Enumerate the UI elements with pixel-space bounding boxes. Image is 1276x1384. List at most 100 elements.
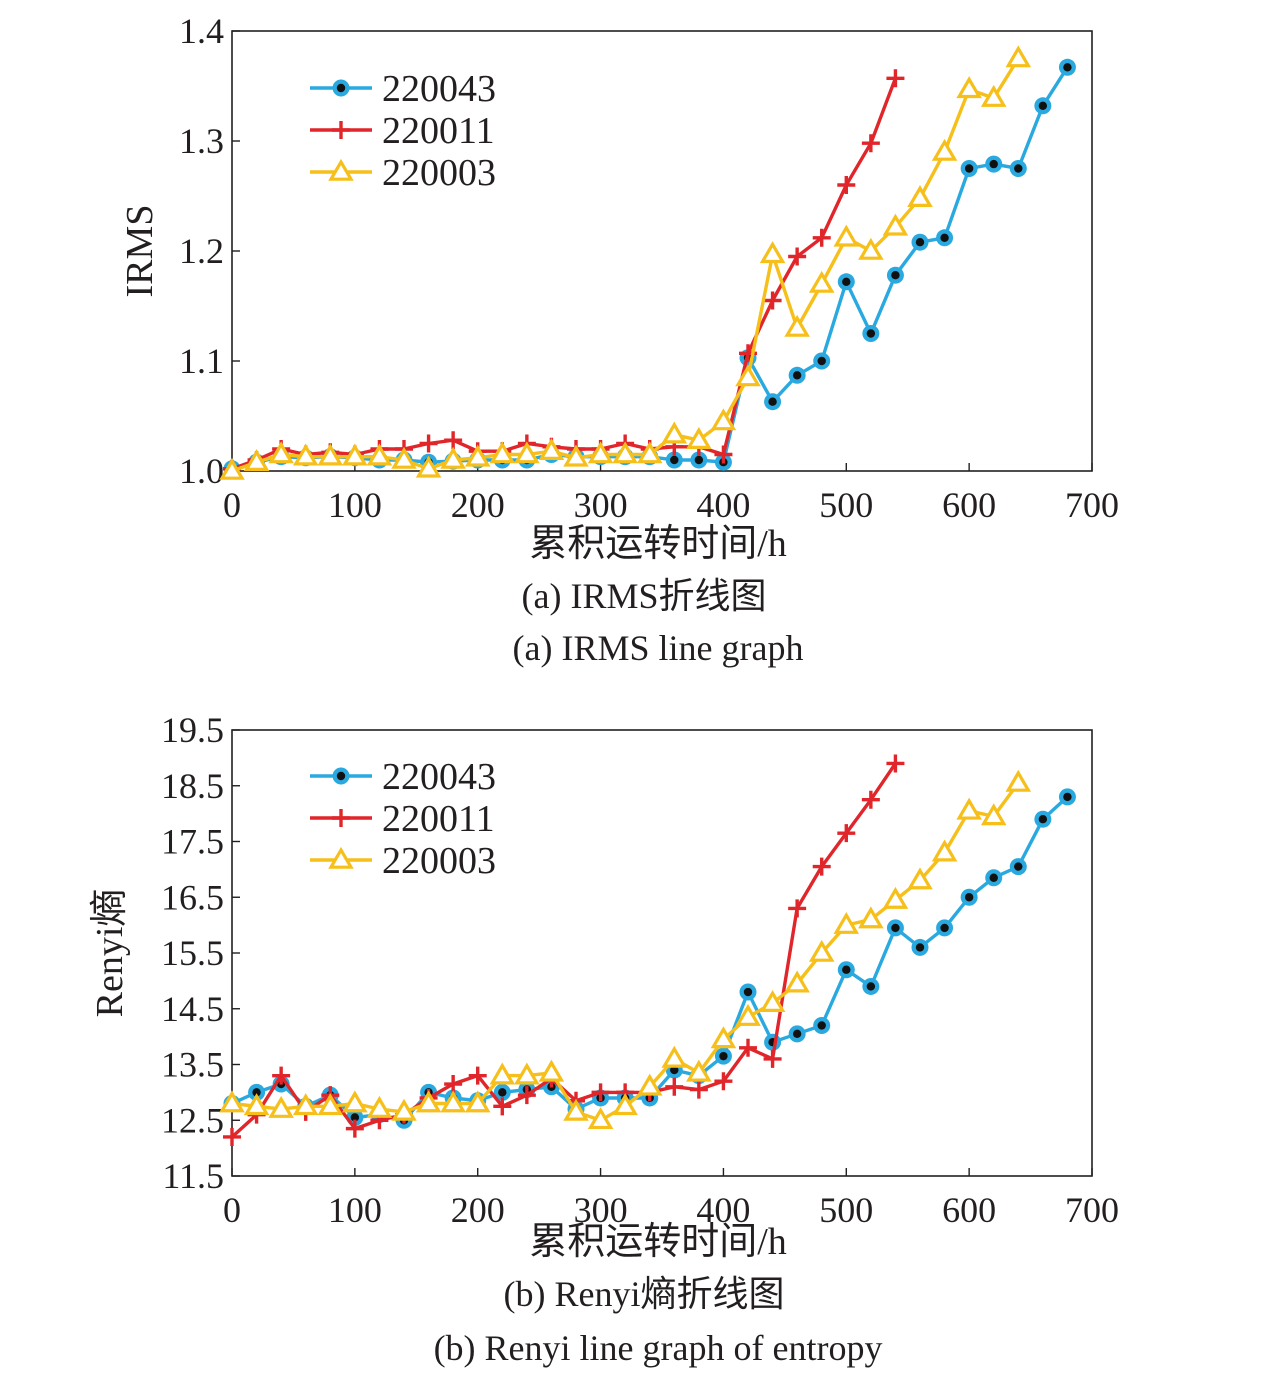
y-tick-label: 15.5	[161, 933, 224, 973]
data-point	[808, 270, 835, 293]
data-point	[784, 314, 810, 337]
x-tick-label: 300	[574, 485, 628, 525]
data-point	[444, 1075, 463, 1094]
caption-english: (a) IRMS line graph	[513, 628, 804, 668]
data-point	[1005, 769, 1032, 792]
chart-irms: 0 100 200 300 400 500 600 700 1.0 1.1 1.2 1.3 1.4 IRM…	[119, 11, 1119, 668]
data-point	[833, 911, 860, 934]
data-point	[1005, 45, 1032, 68]
data-point-dot	[719, 1051, 728, 1061]
x-tick-label: 500	[819, 1190, 873, 1230]
data-point	[223, 1127, 241, 1146]
data-point	[612, 441, 638, 464]
data-point	[391, 446, 417, 469]
data-point	[440, 446, 466, 469]
data-point	[538, 1059, 565, 1082]
data-point-dot	[964, 164, 974, 173]
data-point	[317, 443, 344, 466]
legend-label: 220043	[382, 756, 496, 798]
data-point	[882, 213, 909, 236]
data-point	[759, 989, 786, 1012]
data-point	[342, 1090, 368, 1113]
series-220003	[219, 769, 1032, 1130]
data-point-dot	[694, 455, 704, 465]
data-point-dot	[1038, 815, 1048, 824]
x-tick-label: 600	[942, 485, 996, 525]
data-point	[419, 434, 438, 453]
x-tick-label: 0	[223, 485, 241, 525]
y-tick-label: 1.4	[179, 11, 224, 51]
x-tick-label: 600	[942, 1190, 996, 1230]
y-tick-label: 17.5	[161, 822, 224, 862]
data-point	[714, 445, 733, 464]
data-point	[686, 427, 712, 449]
data-point	[272, 1066, 291, 1085]
y-tick-label: 1.0	[179, 451, 224, 491]
x-tick-label: 100	[328, 485, 382, 525]
data-point-dot	[743, 987, 753, 997]
data-point	[489, 1062, 516, 1085]
data-point	[710, 408, 737, 431]
series-line	[231, 57, 1020, 473]
y-tick-label: 16.5	[161, 877, 224, 917]
data-point	[788, 899, 807, 918]
x-axis-title: 累积运转时间/h	[529, 1221, 787, 1263]
data-point	[243, 449, 270, 471]
data-point	[759, 241, 786, 264]
data-point	[517, 1086, 536, 1105]
data-point	[268, 441, 294, 464]
legend-marker-dot	[336, 771, 346, 781]
series-line	[231, 781, 1020, 1123]
data-point	[714, 1072, 733, 1091]
data-point	[907, 185, 933, 207]
y-tick-label: 12.5	[161, 1100, 224, 1140]
data-point	[686, 1059, 712, 1082]
data-point	[812, 857, 831, 876]
legend-label: 220003	[382, 840, 496, 882]
data-point	[837, 176, 856, 194]
data-point	[735, 1003, 761, 1026]
x-tick-label: 100	[328, 1190, 382, 1230]
data-point	[444, 431, 463, 450]
y-tick-label: 14.5	[161, 989, 224, 1029]
data-point	[366, 1095, 393, 1118]
data-point	[636, 1073, 663, 1096]
y-axis-title: IRMS	[119, 205, 161, 298]
x-tick-label: 300	[574, 1190, 628, 1230]
data-point	[587, 441, 614, 464]
y-tick-label: 1.1	[179, 341, 224, 381]
y-tick-label: 11.5	[162, 1156, 224, 1196]
data-point-dot	[792, 371, 802, 380]
data-point-dot	[940, 233, 949, 242]
data-point	[858, 237, 884, 260]
legend-label: 220043	[382, 68, 496, 110]
data-point	[784, 970, 810, 993]
data-point	[763, 291, 782, 310]
data-point-dot	[498, 1088, 507, 1097]
data-point-dot	[350, 1113, 360, 1122]
data-point-dot	[768, 397, 777, 406]
data-point	[861, 134, 880, 153]
data-point	[665, 1077, 684, 1096]
data-point	[591, 1083, 610, 1102]
data-point	[493, 1097, 512, 1116]
data-point-dot	[670, 1065, 679, 1075]
data-point-dot	[866, 982, 876, 991]
x-tick-label: 0	[223, 1190, 241, 1230]
series-line	[231, 66, 1069, 471]
data-point-dot	[915, 238, 925, 247]
data-point	[219, 457, 245, 480]
data-point-dot	[866, 329, 876, 338]
data-point	[808, 939, 835, 962]
series-line	[231, 77, 897, 471]
data-point	[861, 790, 880, 809]
data-point	[980, 803, 1007, 826]
data-point-dot	[891, 271, 900, 280]
data-point	[464, 444, 491, 467]
data-point	[763, 1049, 782, 1068]
caption-english: (b) Renyi line graph of entropy	[434, 1328, 883, 1368]
data-point-dot	[842, 965, 851, 974]
